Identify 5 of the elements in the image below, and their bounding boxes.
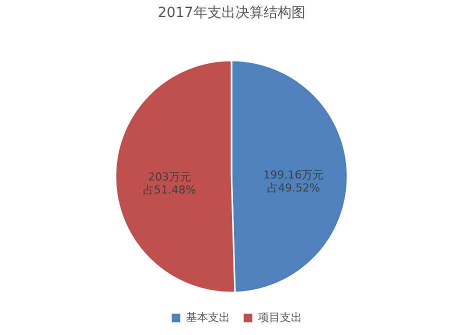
data-label: 203万元占51.48% xyxy=(143,170,196,196)
legend-label: 项目支出 xyxy=(258,311,302,324)
chart-title: 2017年支出决算结构图 xyxy=(158,5,306,21)
data-label: 199.16万元占49.52% xyxy=(263,168,324,195)
legend-label: 基本支出 xyxy=(186,311,230,324)
